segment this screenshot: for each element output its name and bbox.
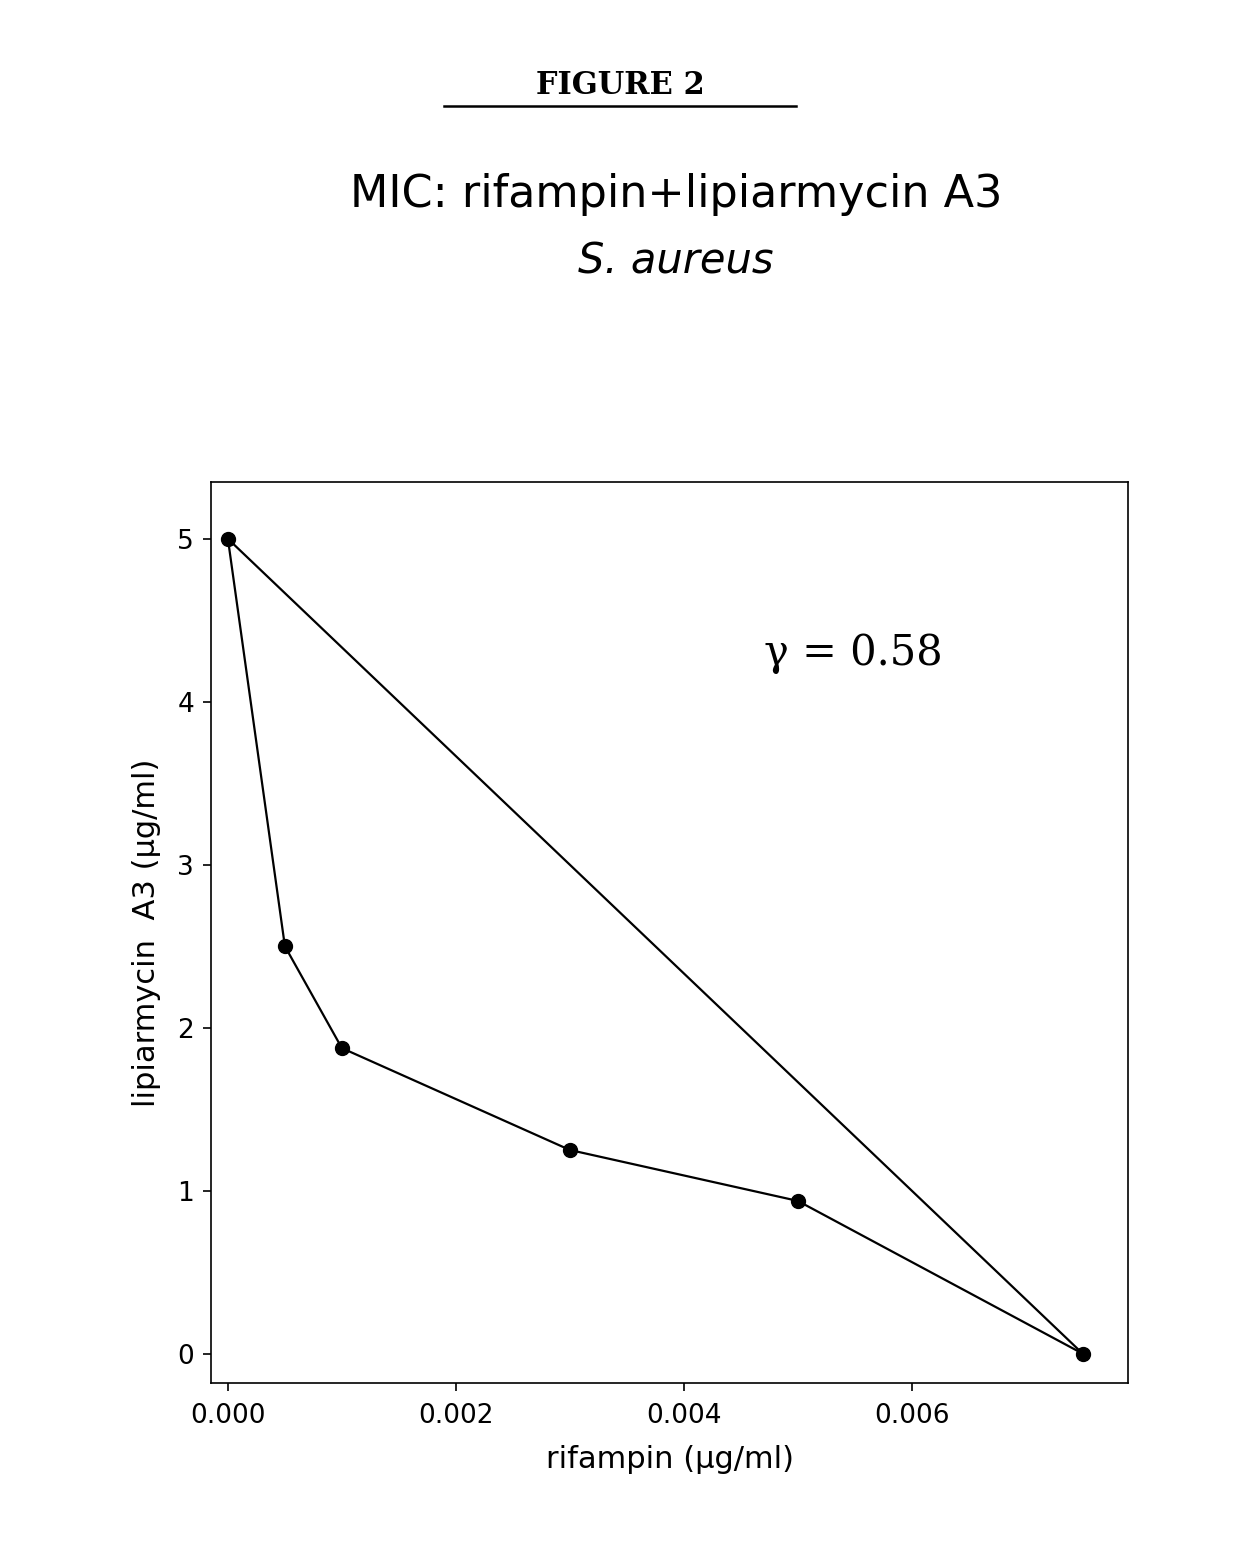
Text: γ = 0.58: γ = 0.58	[764, 632, 942, 674]
X-axis label: rifampin (μg/ml): rifampin (μg/ml)	[546, 1445, 794, 1475]
Text: S. aureus: S. aureus	[578, 239, 774, 283]
Text: FIGURE 2: FIGURE 2	[536, 70, 704, 101]
Y-axis label: lipiarmycin  A3 (μg/ml): lipiarmycin A3 (μg/ml)	[131, 758, 161, 1106]
Text: MIC: rifampin+lipiarmycin A3: MIC: rifampin+lipiarmycin A3	[350, 172, 1002, 216]
